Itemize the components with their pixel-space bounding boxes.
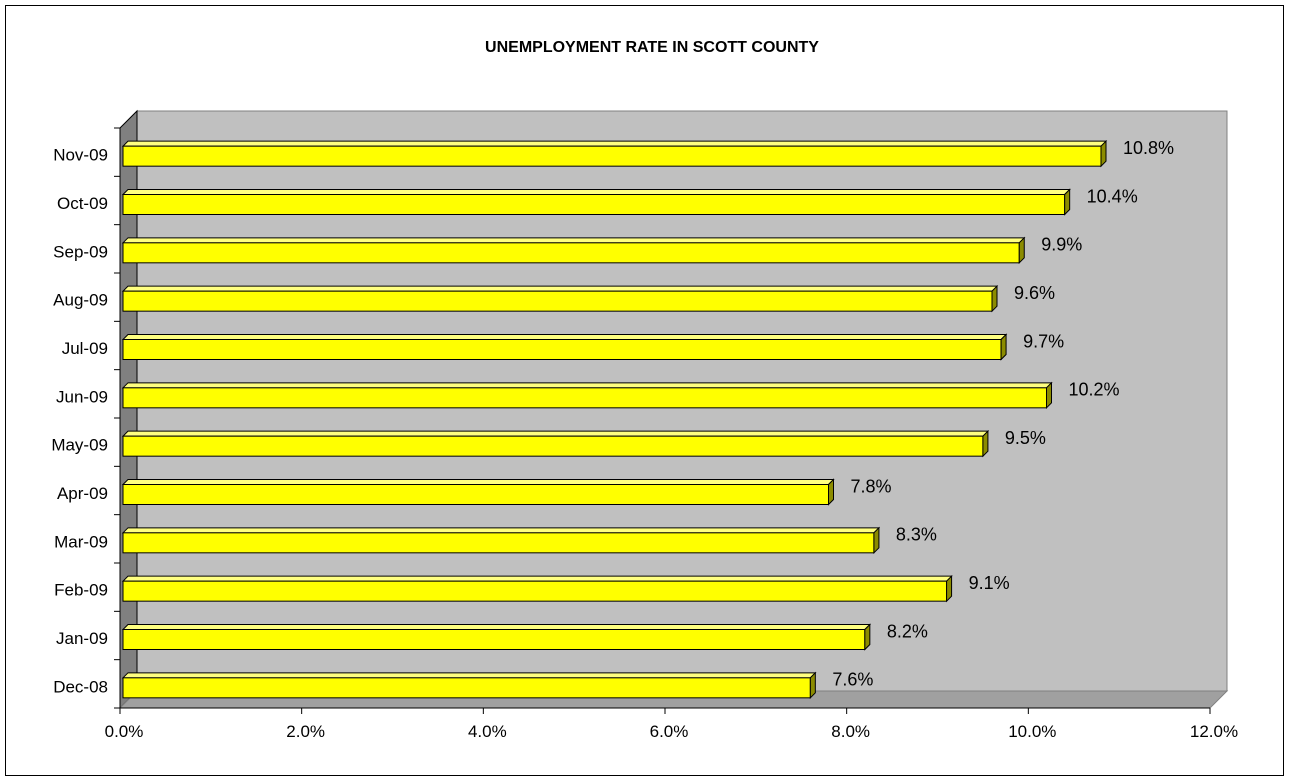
- bars: 7.6% Dec-08 8.2% Jan-09 9.1% Feb-09 8.3% Mar-09…: [51, 138, 1174, 700]
- category-label: Nov-09: [53, 146, 108, 165]
- bar-top-face: [121, 334, 1008, 340]
- category-label: Apr-09: [57, 484, 108, 503]
- bar: [122, 387, 1047, 409]
- bar-top-face: [121, 189, 1071, 195]
- data-label: 7.8%: [851, 476, 892, 496]
- bar-top-face: [121, 624, 872, 630]
- bar: [122, 339, 1002, 360]
- data-label: 10.2%: [1069, 380, 1120, 400]
- category-label: Jan-09: [56, 629, 108, 648]
- bar-side-face: [1018, 236, 1025, 265]
- category-label: Oct-09: [57, 194, 108, 213]
- bar-side-face: [946, 574, 953, 603]
- data-label: 10.8%: [1123, 138, 1174, 158]
- bar-top-face: [121, 479, 835, 485]
- bar-top-face: [121, 285, 999, 292]
- x-tick-label: 6.0%: [650, 722, 689, 741]
- bar: [122, 580, 948, 602]
- bar-top-face: [121, 237, 1026, 244]
- bar-side-face: [1064, 188, 1071, 216]
- bar-side-face: [864, 623, 871, 651]
- bar: [122, 435, 984, 457]
- x-tick-label: 10.0%: [1008, 722, 1056, 741]
- bar-top-face: [121, 140, 1108, 147]
- x-tick-label: 8.0%: [831, 722, 870, 741]
- bar-side-face: [982, 429, 989, 458]
- bar: [122, 145, 1102, 167]
- bar-side-face: [1000, 333, 1007, 361]
- bar: [122, 484, 829, 505]
- category-label: Feb-09: [54, 581, 108, 600]
- bar-side-face: [1100, 139, 1107, 168]
- bar: [122, 290, 993, 312]
- chart-title: UNEMPLOYMENT RATE IN SCOTT COUNTY: [485, 39, 819, 56]
- x-tick-label: 12.0%: [1190, 722, 1238, 741]
- data-label: 9.6%: [1014, 283, 1055, 303]
- category-label: May-09: [51, 436, 108, 455]
- category-label: Jul-09: [62, 339, 108, 358]
- data-label: 8.2%: [887, 621, 928, 641]
- bar: [122, 532, 875, 554]
- bar-top-face: [121, 575, 953, 582]
- bar-top-face: [121, 527, 881, 534]
- x-tick-label: 2.0%: [286, 722, 325, 741]
- category-label: Dec-08: [53, 677, 108, 696]
- data-label: 9.5%: [1005, 428, 1046, 448]
- category-label: Jun-09: [56, 387, 108, 406]
- bar: [122, 194, 1066, 215]
- bar-side-face: [828, 478, 834, 506]
- bar: [122, 677, 811, 699]
- category-label: Aug-09: [53, 291, 108, 310]
- bar-side-face: [809, 671, 816, 700]
- bar-top-face: [121, 430, 990, 437]
- category-label: Mar-09: [54, 532, 108, 551]
- bar: [122, 629, 866, 650]
- bar-side-face: [991, 284, 998, 313]
- bar-top-face: [121, 382, 1053, 389]
- bar: [122, 242, 1020, 264]
- data-label: 8.3%: [896, 525, 937, 545]
- data-label: 10.4%: [1087, 186, 1138, 206]
- data-label: 9.1%: [969, 573, 1010, 593]
- bar-side-face: [1046, 381, 1052, 410]
- x-tick-label: 4.0%: [468, 722, 507, 741]
- bar-top-face: [121, 672, 817, 679]
- axes: 0.0% 2.0% 4.0% 6.0% 8.0% 10.0% 12.0%: [105, 127, 1238, 741]
- x-tick-label: 0.0%: [105, 722, 144, 741]
- data-label: 7.6%: [832, 670, 873, 690]
- data-label: 9.9%: [1041, 235, 1082, 255]
- data-label: 9.7%: [1023, 331, 1064, 351]
- category-label: Sep-09: [53, 242, 108, 261]
- bar-side-face: [873, 526, 880, 555]
